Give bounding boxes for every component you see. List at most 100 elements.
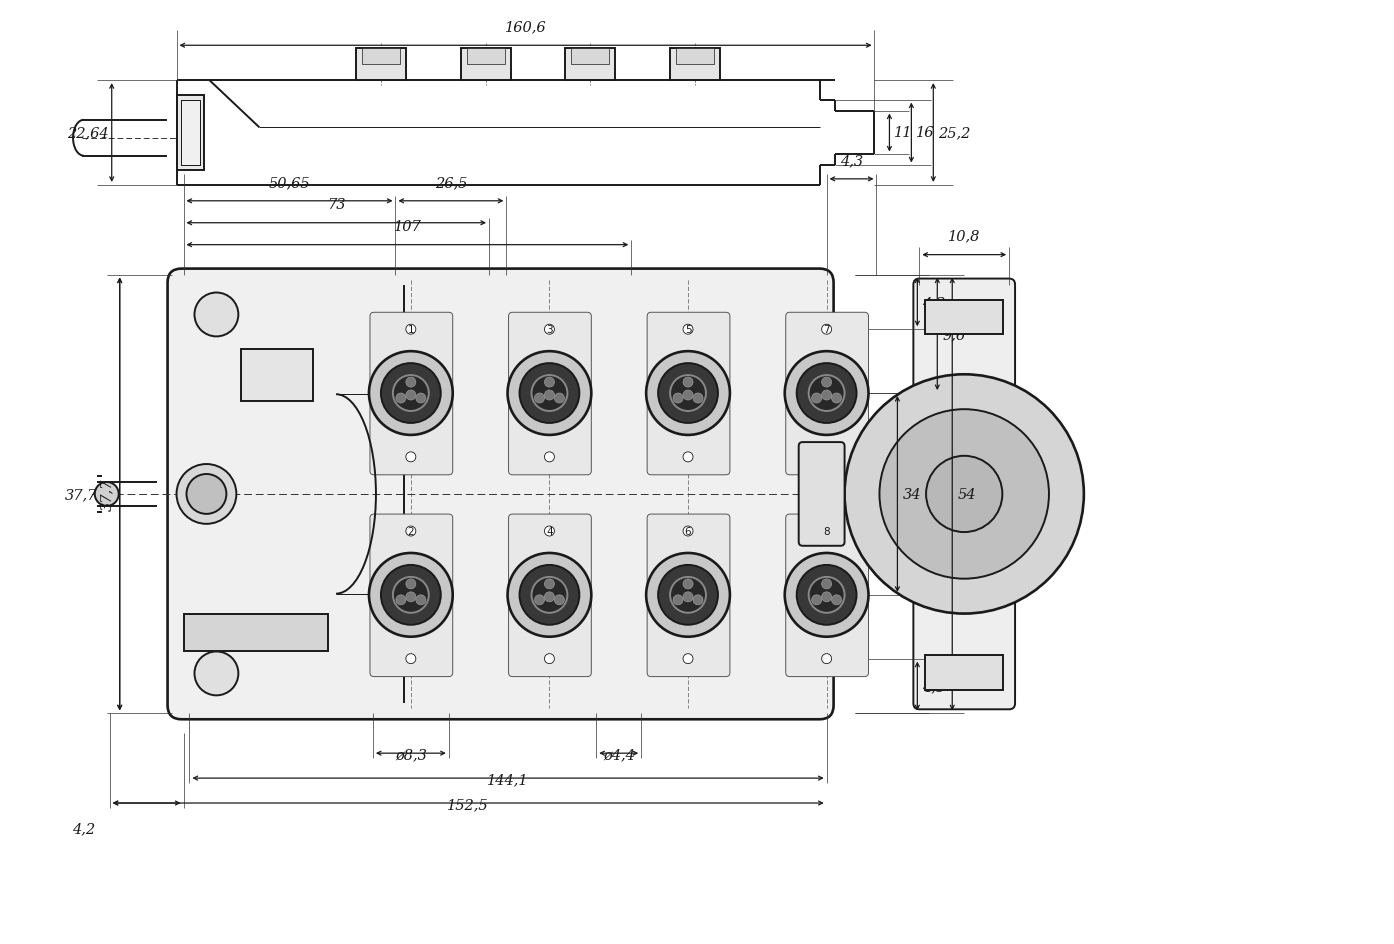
Circle shape [821,325,832,335]
FancyBboxPatch shape [369,514,453,677]
Circle shape [880,410,1048,579]
FancyBboxPatch shape [786,514,868,677]
Bar [177,95,205,171]
Circle shape [785,553,868,637]
Circle shape [545,580,555,589]
Text: 34: 34 [902,487,921,501]
Circle shape [393,376,429,412]
Bar [241,350,314,402]
Circle shape [406,378,415,388]
FancyBboxPatch shape [167,269,834,719]
FancyBboxPatch shape [913,279,1015,710]
Circle shape [406,592,415,602]
Circle shape [545,654,555,664]
FancyBboxPatch shape [671,49,719,81]
Bar [180,101,201,166]
Circle shape [520,363,580,424]
Circle shape [809,578,845,614]
FancyBboxPatch shape [509,313,591,475]
Circle shape [647,352,730,435]
Circle shape [520,565,580,625]
Circle shape [545,452,555,463]
Text: 73: 73 [328,197,346,211]
Circle shape [406,391,415,400]
Bar [362,49,400,65]
Bar [676,49,714,65]
Circle shape [683,391,693,400]
Circle shape [845,375,1085,614]
Circle shape [406,527,415,536]
FancyBboxPatch shape [647,313,730,475]
Text: 25,2: 25,2 [938,126,970,141]
Circle shape [534,596,545,605]
Circle shape [797,363,856,424]
FancyBboxPatch shape [509,514,591,677]
Circle shape [369,553,453,637]
Text: 10,8: 10,8 [948,229,980,244]
Circle shape [647,553,730,637]
Circle shape [545,592,555,602]
Circle shape [832,394,842,404]
Text: 9,6: 9,6 [942,328,966,342]
Text: 16: 16 [916,126,935,141]
Text: 8: 8 [824,527,829,536]
Circle shape [832,596,842,605]
Circle shape [821,452,832,463]
Text: 4: 4 [546,527,553,536]
Text: 4,2: 4,2 [71,821,95,835]
Text: 152,5: 152,5 [447,797,489,811]
Text: ø8,3: ø8,3 [395,748,427,762]
Circle shape [381,565,441,625]
Bar [926,656,1004,691]
Circle shape [507,352,591,435]
Text: 4,3: 4,3 [923,680,945,693]
Circle shape [811,596,821,605]
Circle shape [545,391,555,400]
Circle shape [531,578,567,614]
Text: 2: 2 [407,527,414,536]
Text: 37,7: 37,7 [66,487,98,501]
Circle shape [507,553,591,637]
Bar [467,49,505,65]
Circle shape [406,325,415,335]
Text: 144,1: 144,1 [488,772,528,786]
Circle shape [797,565,856,625]
Circle shape [381,363,441,424]
Circle shape [658,565,718,625]
Circle shape [406,452,415,463]
Circle shape [415,596,425,605]
Circle shape [177,464,237,524]
Circle shape [683,452,693,463]
Text: 5: 5 [684,325,691,335]
FancyBboxPatch shape [647,514,730,677]
Text: 4,3: 4,3 [841,154,863,168]
Circle shape [821,580,832,589]
Circle shape [406,580,415,589]
Circle shape [545,527,555,536]
Text: 54: 54 [958,487,976,501]
Circle shape [369,352,453,435]
Circle shape [821,391,832,400]
Bar [572,49,609,65]
Circle shape [406,654,415,664]
Text: 160,6: 160,6 [505,20,546,34]
Circle shape [545,325,555,335]
Circle shape [821,654,832,664]
Bar [184,614,328,651]
Text: 6: 6 [684,527,691,536]
Text: 22,64: 22,64 [67,126,109,141]
Circle shape [545,378,555,388]
Circle shape [187,475,226,514]
FancyBboxPatch shape [786,313,868,475]
Circle shape [396,596,406,605]
Circle shape [683,592,693,602]
FancyBboxPatch shape [355,49,406,81]
FancyBboxPatch shape [799,443,845,547]
Text: 37,7: 37,7 [100,479,114,511]
FancyBboxPatch shape [460,49,510,81]
Circle shape [555,394,565,404]
Text: 50,65: 50,65 [269,176,311,190]
Text: 1: 1 [407,325,414,335]
Circle shape [821,378,832,388]
Circle shape [95,482,118,506]
